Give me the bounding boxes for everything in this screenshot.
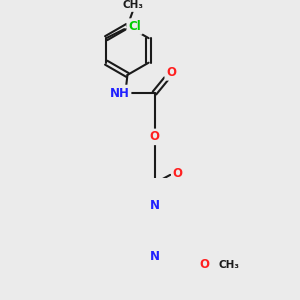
Text: NH: NH [110,86,130,100]
Text: N: N [149,250,160,263]
Text: Cl: Cl [128,20,141,33]
Text: N: N [149,199,160,212]
Text: O: O [149,130,160,143]
Text: O: O [199,258,209,271]
Text: O: O [166,66,176,79]
Text: CH₃: CH₃ [218,260,239,270]
Text: CH₃: CH₃ [122,0,143,10]
Text: O: O [173,167,183,179]
